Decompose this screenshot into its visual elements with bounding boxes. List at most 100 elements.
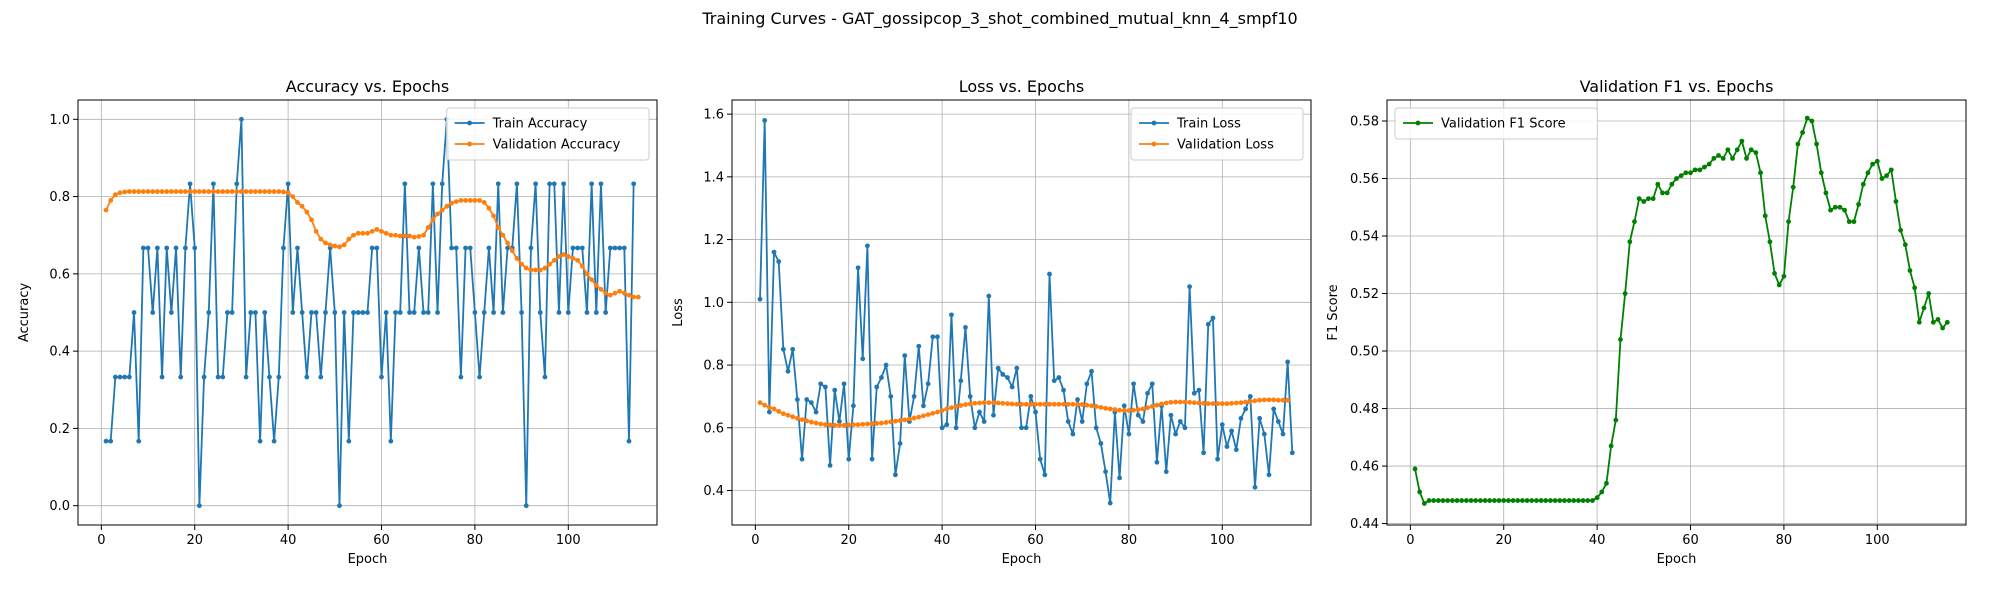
data-point bbox=[365, 230, 370, 236]
data-point bbox=[1636, 196, 1642, 202]
legend-label: Train Accuracy bbox=[492, 117, 588, 132]
data-point bbox=[168, 189, 174, 194]
data-point bbox=[986, 400, 992, 406]
data-point bbox=[197, 503, 202, 509]
data-point bbox=[1884, 173, 1890, 179]
data-point bbox=[444, 203, 450, 209]
data-point bbox=[458, 198, 464, 203]
data-point bbox=[178, 374, 184, 380]
data-point bbox=[309, 310, 314, 315]
data-point bbox=[799, 417, 805, 423]
data-point bbox=[1168, 399, 1174, 405]
data-point bbox=[963, 402, 968, 407]
data-point bbox=[351, 232, 356, 238]
data-point bbox=[939, 408, 945, 413]
data-point bbox=[1902, 242, 1908, 248]
data-point bbox=[481, 199, 487, 205]
data-point bbox=[981, 400, 987, 406]
data-point bbox=[533, 267, 538, 273]
data-point bbox=[449, 245, 454, 251]
data-point bbox=[995, 365, 1001, 371]
data-point bbox=[528, 245, 534, 251]
data-point bbox=[1604, 480, 1609, 486]
data-point bbox=[117, 374, 123, 380]
data-point bbox=[598, 286, 604, 292]
data-point bbox=[860, 421, 866, 427]
data-point bbox=[206, 310, 212, 315]
plot-frame bbox=[731, 99, 1312, 526]
data-point bbox=[776, 409, 782, 414]
data-point bbox=[1744, 155, 1749, 161]
data-point bbox=[1098, 441, 1104, 446]
data-point bbox=[1019, 425, 1024, 431]
data-point bbox=[1832, 204, 1838, 210]
data-point bbox=[1117, 407, 1122, 413]
y-axis-label: Loss bbox=[671, 298, 686, 327]
series-line-0 bbox=[106, 118, 635, 507]
data-point bbox=[1131, 381, 1136, 387]
data-point bbox=[122, 189, 128, 195]
data-point bbox=[1014, 365, 1020, 371]
data-point bbox=[1266, 397, 1272, 403]
data-point bbox=[537, 267, 543, 273]
data-point bbox=[355, 310, 361, 315]
data-point bbox=[351, 310, 356, 315]
data-point bbox=[136, 438, 142, 444]
data-point bbox=[1720, 155, 1726, 161]
data-point bbox=[112, 192, 118, 198]
data-point bbox=[1916, 319, 1922, 325]
data-point bbox=[159, 374, 165, 380]
data-point bbox=[1205, 401, 1211, 407]
data-point bbox=[1182, 425, 1188, 431]
data-point bbox=[112, 374, 118, 380]
data-point bbox=[547, 261, 553, 267]
data-point bbox=[981, 419, 987, 424]
data-point bbox=[393, 232, 398, 238]
data-point bbox=[1613, 417, 1619, 423]
x-tick-label: 100 bbox=[1865, 533, 1890, 548]
figure-title: Training Curves - GAT_gossipcop_3_shot_c… bbox=[701, 9, 1297, 29]
data-point bbox=[1781, 273, 1787, 279]
data-point bbox=[369, 228, 375, 234]
data-point bbox=[1238, 415, 1244, 421]
data-point bbox=[925, 381, 931, 387]
data-point bbox=[1023, 425, 1029, 431]
data-point bbox=[1646, 196, 1651, 202]
data-point bbox=[430, 181, 436, 187]
data-point bbox=[1191, 400, 1197, 406]
data-point bbox=[930, 334, 936, 340]
data-point bbox=[1093, 425, 1099, 431]
x-tick-label: 80 bbox=[467, 533, 484, 548]
data-point bbox=[1837, 204, 1843, 210]
data-point bbox=[257, 438, 263, 444]
data-point bbox=[537, 310, 543, 315]
data-point bbox=[1473, 498, 1479, 503]
legend-swatch-marker bbox=[1415, 120, 1421, 126]
data-point bbox=[1856, 201, 1862, 207]
data-point bbox=[818, 381, 824, 387]
data-point bbox=[1809, 118, 1815, 124]
legend-box bbox=[1394, 107, 1598, 140]
data-point bbox=[935, 334, 940, 340]
data-point bbox=[1103, 405, 1108, 411]
data-point bbox=[463, 198, 468, 203]
data-point bbox=[467, 198, 473, 203]
data-point bbox=[1865, 170, 1871, 176]
legend-box bbox=[1130, 107, 1304, 161]
data-point bbox=[584, 271, 590, 277]
data-point bbox=[500, 232, 506, 238]
data-point bbox=[1280, 397, 1286, 403]
data-point bbox=[1140, 419, 1146, 424]
data-point bbox=[1177, 399, 1183, 405]
data-point bbox=[1520, 498, 1525, 503]
data-point bbox=[1524, 498, 1530, 503]
data-point bbox=[1767, 239, 1773, 245]
data-point bbox=[607, 245, 613, 251]
data-point bbox=[439, 207, 445, 213]
data-point bbox=[1669, 181, 1675, 187]
x-tick-label: 40 bbox=[280, 533, 297, 548]
data-point bbox=[416, 245, 422, 251]
data-point bbox=[477, 374, 482, 380]
data-point bbox=[1944, 319, 1950, 325]
data-point bbox=[108, 198, 114, 203]
